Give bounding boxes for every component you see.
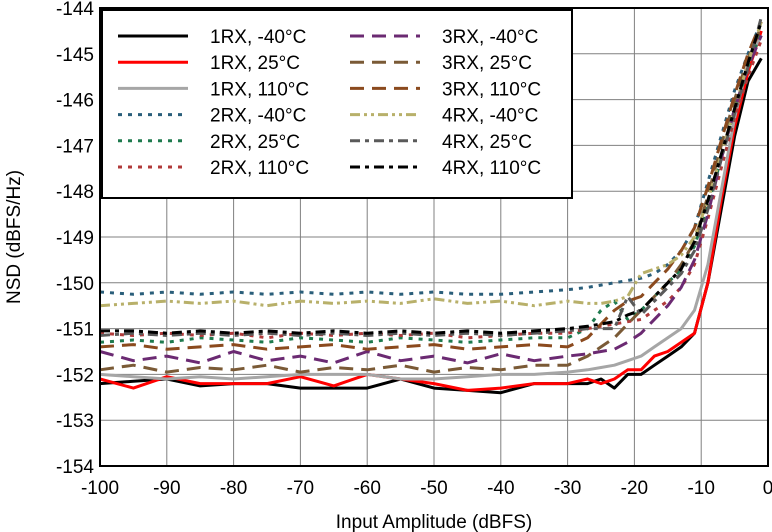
x-tick-label: -50 xyxy=(420,478,447,499)
legend-label: 4RX, -40°C xyxy=(442,106,538,127)
y-tick-label: -149 xyxy=(56,228,94,249)
y-tick-label: -144 xyxy=(56,0,94,20)
series-line xyxy=(99,34,763,365)
y-tick-label: -152 xyxy=(56,365,94,386)
legend-label: 2RX, 25°C xyxy=(210,132,300,153)
x-tick-label: -60 xyxy=(353,478,380,499)
x-tick-label: -20 xyxy=(621,478,648,499)
y-tick-label: -153 xyxy=(56,411,94,432)
series-line xyxy=(99,34,763,381)
x-axis-label: Input Amplitude (dBFS) xyxy=(336,512,532,532)
y-tick-label: -147 xyxy=(56,136,94,157)
y-tick-label: -146 xyxy=(56,91,94,112)
legend: 1RX, -40°C 1RX, 25°C 1RX, 110°C 2RX, -40°C 2… xyxy=(101,9,573,199)
series-line xyxy=(99,21,763,351)
x-tick-label: -40 xyxy=(487,478,514,499)
x-tick-label: -80 xyxy=(220,478,247,499)
legend-label: 4RX, 110°C xyxy=(442,158,541,179)
legend-label: 3RX, 25°C xyxy=(442,53,532,74)
y-tick-label: -154 xyxy=(56,457,94,478)
legend-label: 1RX, 25°C xyxy=(210,53,300,74)
series-lines xyxy=(99,16,763,395)
series-line xyxy=(99,30,763,392)
x-tick-label: -70 xyxy=(287,478,314,499)
plot-frame xyxy=(99,7,769,467)
legend-label: 1RX, -40°C xyxy=(210,27,306,48)
y-tick-label: -151 xyxy=(56,320,94,341)
y-tick-label: -150 xyxy=(56,274,94,295)
y-tick-label: -145 xyxy=(56,45,94,66)
x-tick-label: -100 xyxy=(81,478,119,499)
x-tick-label: -10 xyxy=(687,478,714,499)
x-tick-label: -90 xyxy=(153,478,180,499)
y-axis-label: NSD (dBFS/Hz) xyxy=(4,170,25,304)
y-tick-label: -148 xyxy=(56,182,94,203)
legend-label: 4RX, 25°C xyxy=(442,132,532,153)
legend-label: 3RX, 110°C xyxy=(442,79,541,100)
legend-label: 1RX, 110°C xyxy=(210,79,309,100)
legend-label: 2RX, -40°C xyxy=(210,106,306,127)
x-tick-label: -30 xyxy=(554,478,581,499)
legend-label: 2RX, 110°C xyxy=(210,158,309,179)
legend-label: 3RX, -40°C xyxy=(442,27,538,48)
tick-labels: -100 -90 -80 -70 -60 -50 -40 -30 -20 -10 0-154-153… xyxy=(56,0,772,499)
x-tick-label: 0 xyxy=(763,478,772,499)
